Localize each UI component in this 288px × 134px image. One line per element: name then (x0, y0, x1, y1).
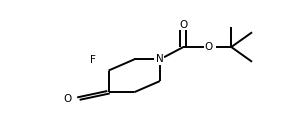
Text: N: N (156, 54, 164, 64)
Text: O: O (179, 20, 187, 30)
Text: O: O (205, 42, 213, 52)
Text: O: O (64, 94, 72, 104)
Text: F: F (90, 55, 96, 65)
